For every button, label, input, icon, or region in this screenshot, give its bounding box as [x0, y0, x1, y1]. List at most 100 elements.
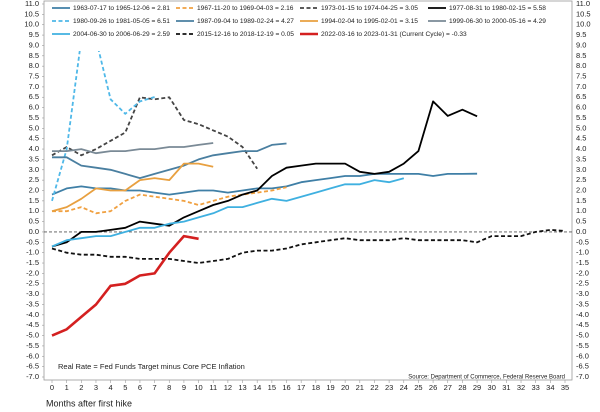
- x-tick-label: 11: [209, 383, 217, 392]
- y2-tick-label: -5.5: [576, 341, 589, 350]
- legend-box: [48, 2, 568, 51]
- legend-label: 1977-08-31 to 1980-02-15 = 5.58: [449, 5, 546, 12]
- y-tick-label: 3.5: [29, 154, 39, 163]
- y2-tick-label: 6.5: [576, 92, 586, 101]
- y-tick-label: 3.0: [29, 165, 39, 174]
- x-tick-label: 15: [268, 383, 276, 392]
- x-tick-label: 12: [224, 383, 232, 392]
- y-tick-label: 7.0: [29, 82, 39, 91]
- x-tick-label: 21: [356, 383, 364, 392]
- x-tick-label: 30: [488, 383, 496, 392]
- y2-tick-label: -2.5: [576, 279, 589, 288]
- y2-tick-label: 1.0: [576, 206, 586, 215]
- series-line: [51, 234, 199, 337]
- series-line: [51, 177, 405, 248]
- y-tick-label: 4.0: [29, 144, 39, 153]
- x-tick-label: 31: [502, 383, 510, 392]
- y-tick-label: -1.5: [26, 258, 39, 267]
- y-tick-label: 6.5: [29, 92, 39, 101]
- y-tick-label: 9.5: [29, 30, 39, 39]
- y2-tick-label: 5.0: [576, 123, 586, 132]
- y-tick-label: 0.5: [29, 217, 39, 226]
- y-tick-label: -4.0: [26, 310, 39, 319]
- y2-tick-label: 3.5: [576, 154, 586, 163]
- y-tick-label: -7.0: [26, 372, 39, 381]
- x-tick-label: 5: [123, 383, 127, 392]
- y-tick-label: 1.5: [29, 196, 39, 205]
- x-tick-label: 4: [109, 383, 113, 392]
- y-tick-label: 6.0: [29, 103, 39, 112]
- y2-tick-label: 6.0: [576, 103, 586, 112]
- series-line: [52, 142, 287, 179]
- legend-label: 1963-07-17 to 1965-12-06 = 2.81: [73, 5, 170, 12]
- x-tick-label: 20: [341, 383, 349, 392]
- y-tick-label: -2.0: [26, 268, 39, 277]
- x-tick-label: 9: [182, 383, 186, 392]
- y-tick-label: 9.0: [29, 40, 39, 49]
- x-tick-label: 7: [153, 383, 157, 392]
- y2-tick-label: 1.5: [576, 196, 586, 205]
- x-tick-label: 28: [458, 383, 466, 392]
- y-tick-label: -0.5: [26, 237, 39, 246]
- legend-label: 2015-12-16 to 2018-12-19 = 0.05: [197, 31, 294, 38]
- x-tick-label: 25: [414, 383, 422, 392]
- x-axis-label: Months after first hike: [46, 398, 132, 408]
- y2-tick-label: -6.5: [576, 362, 589, 371]
- y-tick-label: 5.0: [29, 123, 39, 132]
- y2-tick-label: 9.5: [576, 30, 586, 39]
- series-line: [52, 142, 214, 155]
- x-tick-label: 8: [167, 383, 171, 392]
- y-tick-label: 8.5: [29, 51, 39, 60]
- x-tick-label: 27: [444, 383, 452, 392]
- y2-tick-label: -1.5: [576, 258, 589, 267]
- y2-tick-label: -7.0: [576, 372, 589, 381]
- x-tick-label: 2: [79, 383, 83, 392]
- x-tick-label: 3: [94, 383, 98, 392]
- legend-label: 1973-01-15 to 1974-04-25 = 3.05: [321, 5, 418, 12]
- y-tick-label: 8.0: [29, 61, 39, 70]
- x-tick-label: 10: [194, 383, 202, 392]
- y2-tick-label: 11.0: [576, 0, 590, 8]
- legend: 1963-07-17 to 1965-12-06 = 2.81 1967-11-2…: [48, 2, 568, 51]
- y-tick-label: -3.5: [26, 299, 39, 308]
- x-tick-label: 16: [282, 383, 290, 392]
- y2-tick-label: 8.5: [576, 51, 586, 60]
- x-tick-label: 23: [385, 383, 393, 392]
- y-tick-label: 11.0: [25, 0, 39, 8]
- series-line: [51, 100, 478, 248]
- y-tick-label: 10.5: [24, 9, 39, 18]
- series-line: [51, 229, 566, 264]
- y2-tick-label: 4.0: [576, 144, 586, 153]
- y2-tick-label: -3.0: [576, 289, 589, 298]
- y2-tick-label: 7.5: [576, 72, 586, 81]
- x-tick-label: 13: [238, 383, 246, 392]
- y-tick-label: -6.5: [26, 362, 39, 371]
- y-tick-label: 2.5: [29, 175, 39, 184]
- y-tick-label: -3.0: [26, 289, 39, 298]
- x-tick-label: 18: [312, 383, 320, 392]
- y2-tick-label: 2.5: [576, 175, 586, 184]
- y-tick-label: 0.0: [29, 227, 39, 236]
- legend-label: 1999-06-30 to 2000-05-16 = 4.29: [449, 18, 546, 25]
- legend-label: 1987-09-04 to 1989-02-24 = 4.27: [197, 18, 294, 25]
- y2-tick-label: 0.0: [576, 227, 586, 236]
- y2-tick-label: -1.0: [576, 248, 589, 257]
- y-tick-label: 4.5: [29, 134, 39, 143]
- y-tick-label: 2.0: [29, 185, 39, 194]
- legend-label: 1994-02-04 to 1995-02-01 = 3.15: [321, 18, 418, 25]
- series-line: [51, 38, 155, 202]
- y-tick-label: 10.0: [24, 20, 39, 29]
- y2-tick-label: -6.0: [576, 351, 589, 360]
- y2-tick-label: 2.0: [576, 185, 586, 194]
- y2-tick-label: 5.5: [576, 113, 586, 122]
- x-tick-label: 33: [532, 383, 540, 392]
- y2-tick-label: -0.5: [576, 237, 589, 246]
- y-tick-label: -6.0: [26, 351, 39, 360]
- x-tick-label: 34: [546, 383, 554, 392]
- x-tick-label: 14: [253, 383, 261, 392]
- y2-tick-label: 8.0: [576, 61, 586, 70]
- x-tick-label: 35: [561, 383, 569, 392]
- y-tick-label: 5.5: [29, 113, 39, 122]
- y-tick-label: -2.5: [26, 279, 39, 288]
